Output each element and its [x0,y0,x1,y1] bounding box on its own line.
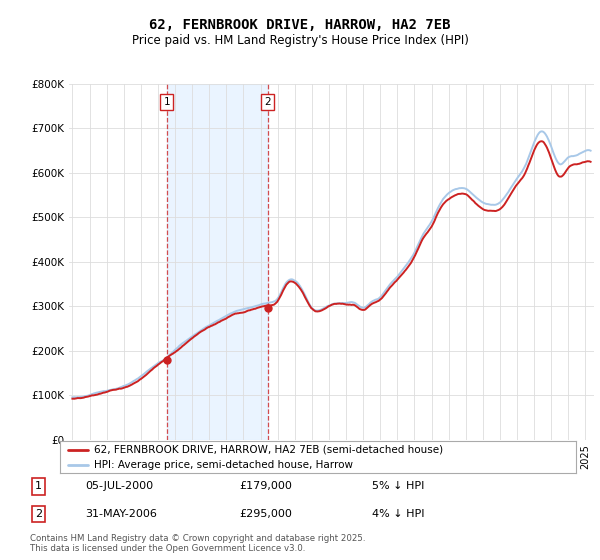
Text: 31-MAY-2006: 31-MAY-2006 [85,509,157,519]
Text: 5% ↓ HPI: 5% ↓ HPI [372,482,425,491]
Text: 1: 1 [35,482,42,491]
Bar [167,84,268,440]
Text: HPI: Average price, semi-detached house, Harrow: HPI: Average price, semi-detached house,… [94,460,353,470]
Text: 62, FERNBROOK DRIVE, HARROW, HA2 7EB (semi-detached house): 62, FERNBROOK DRIVE, HARROW, HA2 7EB (se… [94,445,443,455]
Text: 1: 1 [163,97,170,107]
Text: Price paid vs. HM Land Registry's House Price Index (HPI): Price paid vs. HM Land Registry's House … [131,34,469,46]
Text: 05-JUL-2000: 05-JUL-2000 [85,482,154,491]
Text: 4% ↓ HPI: 4% ↓ HPI [372,509,425,519]
Text: 2: 2 [264,97,271,107]
Text: £295,000: £295,000 [240,509,293,519]
Text: £179,000: £179,000 [240,482,293,491]
Text: Contains HM Land Registry data © Crown copyright and database right 2025.
This d: Contains HM Land Registry data © Crown c… [30,534,365,553]
Text: 2: 2 [35,509,42,519]
Text: 62, FERNBROOK DRIVE, HARROW, HA2 7EB: 62, FERNBROOK DRIVE, HARROW, HA2 7EB [149,18,451,32]
